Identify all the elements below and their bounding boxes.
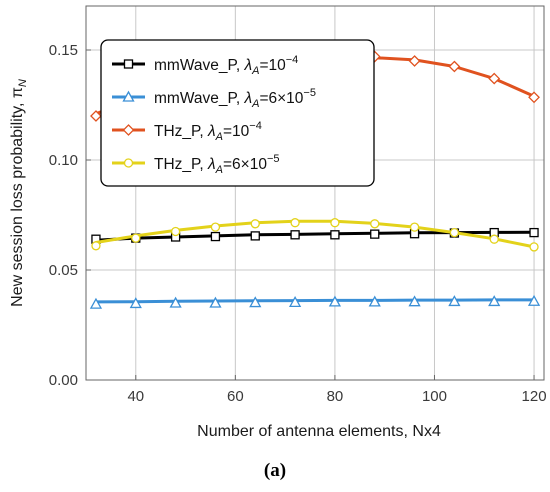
- data-point: [489, 234, 499, 244]
- y-axis-label-sub: N: [17, 79, 29, 87]
- legend-entry: mmWave_P, λA=10−4: [112, 54, 298, 77]
- data-point: [449, 227, 460, 238]
- data-point: [250, 219, 260, 229]
- legend-marker: [123, 158, 134, 168]
- data-point: [370, 229, 380, 239]
- data-point: [210, 222, 221, 232]
- data-point: [90, 110, 102, 122]
- series-line: [94, 298, 536, 304]
- data-point: [290, 230, 300, 240]
- data-point: [368, 295, 381, 307]
- data-point: [448, 295, 461, 307]
- data-point: [170, 226, 181, 237]
- data-point: [91, 241, 101, 251]
- legend-entry: THz_P, λA=10−4: [112, 120, 262, 143]
- data-point: [250, 231, 260, 241]
- series-layer: [89, 50, 541, 309]
- data-point: [409, 222, 420, 232]
- x-tick-label: 120: [522, 388, 547, 405]
- legend-label: mmWave_P, λA=6×10−5: [154, 87, 316, 110]
- data-point: [129, 297, 142, 309]
- data-point: [529, 242, 539, 252]
- y-tick-label: 0.15: [49, 42, 78, 59]
- data-point: [210, 231, 221, 242]
- legend-marker: [122, 90, 135, 102]
- data-point: [529, 227, 539, 238]
- data-point: [488, 295, 501, 307]
- data-point: [249, 296, 262, 308]
- legend-label: THz_P, λA=6×10−5: [154, 153, 280, 176]
- ticks: 40 60 80 100 120 0.00 0.05 0.10 0.15: [49, 42, 547, 405]
- y-axis-label-main: New session loss probability, π: [9, 87, 26, 307]
- data-point: [89, 297, 103, 309]
- data-point: [169, 296, 182, 308]
- legend-entry: THz_P, λA=6×10−5: [112, 153, 280, 176]
- x-tick-label: 100: [422, 388, 447, 405]
- data-point: [290, 218, 300, 228]
- legend-marker: [122, 124, 135, 136]
- data-point: [288, 296, 302, 307]
- data-point: [370, 219, 380, 229]
- legend: mmWave_P, λA=10−4 mmWave_P, λA=6×10−5 THz_…: [100, 39, 375, 187]
- y-axis-label: New session loss probability, πN: [9, 79, 29, 307]
- line-chart: 40 60 80 100 120 0.00 0.05 0.10 0.15 mmWave_P, λ…: [9, 5, 547, 440]
- plot-frame: [85, 5, 545, 381]
- series-2: [89, 294, 541, 309]
- data-point: [330, 218, 340, 228]
- x-tick-label: 80: [327, 388, 344, 405]
- legend-label: THz_P, λA=10−4: [154, 120, 262, 143]
- legend-entry: mmWave_P, λA=6×10−5: [112, 87, 316, 110]
- data-point: [408, 55, 421, 67]
- x-tick-label: 40: [127, 388, 144, 405]
- legend-marker: [123, 59, 134, 69]
- y-tick-label: 0.10: [49, 152, 78, 169]
- data-point: [488, 72, 501, 85]
- x-tick-label: 60: [227, 388, 244, 405]
- series-line: [94, 219, 536, 249]
- legend-label: mmWave_P, λA=10−4: [154, 54, 298, 77]
- x-axis-label: Number of antenna elements, Nx4: [197, 423, 441, 440]
- data-point: [328, 295, 342, 307]
- legend-box: [100, 39, 375, 187]
- data-point: [131, 233, 141, 243]
- caption-label: (a): [263, 460, 287, 481]
- data-point: [527, 294, 541, 306]
- data-point: [528, 91, 540, 104]
- y-tick-label: 0.00: [49, 372, 78, 389]
- figure-caption: (a): [0, 460, 550, 482]
- data-point: [448, 60, 461, 73]
- data-point: [209, 296, 222, 308]
- data-point: [408, 295, 421, 307]
- y-tick-label: 0.05: [49, 262, 78, 279]
- data-point: [330, 230, 340, 240]
- series-4: [91, 218, 539, 252]
